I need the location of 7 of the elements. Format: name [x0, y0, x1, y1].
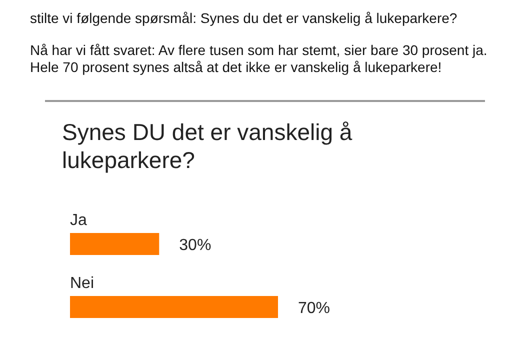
text: stilte vi følgende spørsmål: Synes du det er vanskelig å lukeparkere? [30, 10, 458, 27]
data-label: 30% [179, 237, 212, 254]
chart-title: Synes DU det er vanskelig å lukeparkere? [62, 118, 354, 174]
y-tick-label: Nei [70, 275, 94, 292]
text: Nå har vi fått svaret: Av flere tusen som har stemt, sier bare 30 prosent ja. Hele 70 prosent synes altså at det ikke er vanskelig å lukeparkere! [30, 42, 488, 76]
y-tick-label: Ja [70, 212, 87, 229]
data-label: 70% [298, 300, 330, 317]
